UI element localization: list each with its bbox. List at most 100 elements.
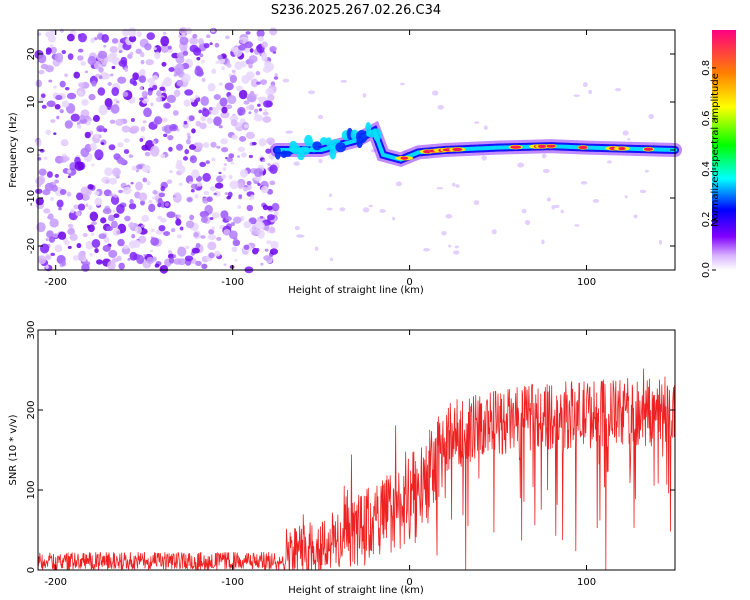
noise-blob [135,48,142,55]
noise-blob [59,189,67,195]
noise-blob [176,234,182,239]
noise-blob [55,94,63,101]
noise-blob [229,74,238,84]
noise-blob [248,154,253,159]
faint-noise-blob [362,207,370,213]
noise-blob [187,135,191,140]
noise-blob [159,86,166,91]
noise-blob [206,196,213,202]
noise-blob [251,141,257,146]
noise-blob [211,68,217,75]
noise-region [34,27,663,274]
faint-noise-blob [546,197,552,202]
faint-noise-blob [340,79,347,83]
noise-blob [244,41,254,49]
noise-blob [138,192,148,202]
faint-noise-blob [473,121,480,124]
noise-blob [173,254,177,259]
noise-blob [177,246,187,257]
faint-noise-blob [639,189,647,194]
signal-blob [298,146,311,156]
noise-blob [209,217,214,221]
noise-blob [176,128,180,132]
noise-blob [45,31,52,38]
noise-blob [150,228,155,233]
noise-blob [189,155,197,164]
faint-noise-blob [308,90,316,95]
noise-blob [83,193,90,201]
noise-blob [200,115,207,122]
noise-blob [203,190,210,196]
snr-line [37,368,676,571]
noise-blob [77,203,86,211]
noise-blob [194,194,199,199]
noise-blob [191,128,196,134]
noise-blob [205,160,210,165]
noise-blob [153,44,162,54]
noise-blob [246,180,252,186]
noise-blob [270,48,274,53]
noise-blob [120,56,128,65]
faint-noise-blob [627,137,631,141]
noise-blob [238,44,247,51]
noise-blob [218,171,222,175]
noise-blob [108,144,116,151]
noise-blob [218,82,223,86]
noise-blob [142,120,147,124]
noise-blob [84,70,89,74]
noise-blob [110,104,120,114]
noise-blob [231,134,238,140]
noise-blob [183,120,188,125]
noise-blob [35,138,42,146]
noise-blob [128,240,137,249]
faint-noise-blob [521,208,527,214]
spectrogram-y-tick-label: -10 [26,190,37,206]
noise-blob [58,207,62,211]
noise-blob [36,183,42,188]
noise-blob [224,82,234,91]
noise-blob [196,69,204,77]
noise-blob [246,71,255,80]
faint-noise-blob [542,168,550,174]
noise-blob [91,232,95,236]
noise-blob [109,73,114,77]
noise-blob [269,248,278,255]
snr-y-ticks: 0 100 200 300 [26,320,675,573]
noise-blob [98,50,108,59]
noise-blob [224,192,229,196]
noise-blob [267,205,273,211]
noise-blob [184,255,194,262]
noise-blob [228,174,233,180]
noise-blob [150,145,160,157]
noise-blob [80,60,86,66]
noise-blob [172,192,182,204]
noise-blob [61,138,68,146]
signal-hot-core [643,147,654,151]
noise-blob [140,59,145,65]
noise-blob [70,113,80,122]
noise-blob [223,229,231,236]
noise-blob [186,197,193,203]
noise-blob [107,81,112,86]
noise-blob [158,224,166,232]
noise-blob [39,243,50,254]
noise-blob [179,36,189,46]
noise-blob [189,98,195,103]
faint-noise-blob [560,209,564,214]
faint-noise-blob [326,207,333,211]
noise-blob [269,180,276,186]
noise-blob [141,96,149,104]
noise-blob [265,88,274,96]
faint-noise-blob [582,81,588,88]
noise-blob [35,188,43,194]
noise-blob [154,51,161,60]
signal-hot-core [578,145,588,150]
noise-blob [88,93,96,101]
signal-blob [365,122,372,135]
noise-blob [62,156,70,162]
spectrogram-x-tick-label: 0 [406,277,412,288]
noise-blob [91,163,95,167]
noise-blob [255,221,265,230]
noise-blob [36,153,41,157]
noise-blob [110,195,120,205]
